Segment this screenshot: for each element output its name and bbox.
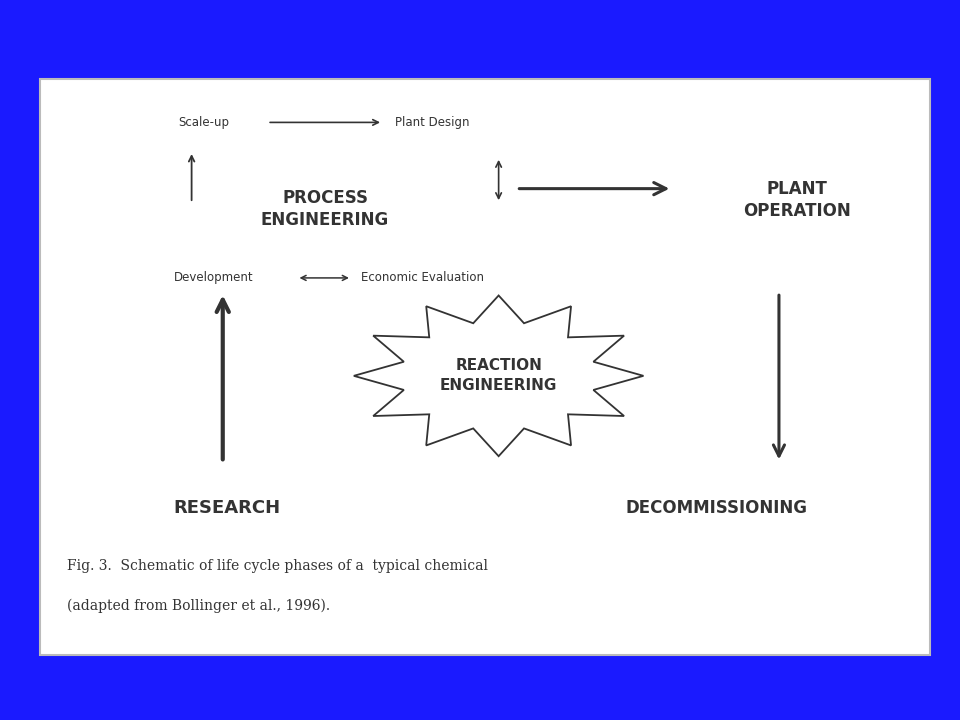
Text: DECOMMISSIONING: DECOMMISSIONING (626, 500, 807, 517)
Text: Development: Development (174, 271, 253, 284)
Text: Economic Evaluation: Economic Evaluation (361, 271, 484, 284)
Polygon shape (354, 295, 643, 456)
Text: PROCESS
ENGINEERING: PROCESS ENGINEERING (261, 189, 389, 229)
Text: Fig. 3.  Schematic of life cycle phases of a  typical chemical: Fig. 3. Schematic of life cycle phases o… (67, 559, 488, 573)
Text: RESEARCH: RESEARCH (174, 500, 280, 517)
Text: Scale-up: Scale-up (179, 116, 229, 129)
Text: REACTION
ENGINEERING: REACTION ENGINEERING (440, 359, 558, 393)
Text: (adapted from Bollinger et al., 1996).: (adapted from Bollinger et al., 1996). (67, 599, 330, 613)
Text: PLANT
OPERATION: PLANT OPERATION (743, 180, 851, 220)
Text: Plant Design: Plant Design (395, 116, 469, 129)
